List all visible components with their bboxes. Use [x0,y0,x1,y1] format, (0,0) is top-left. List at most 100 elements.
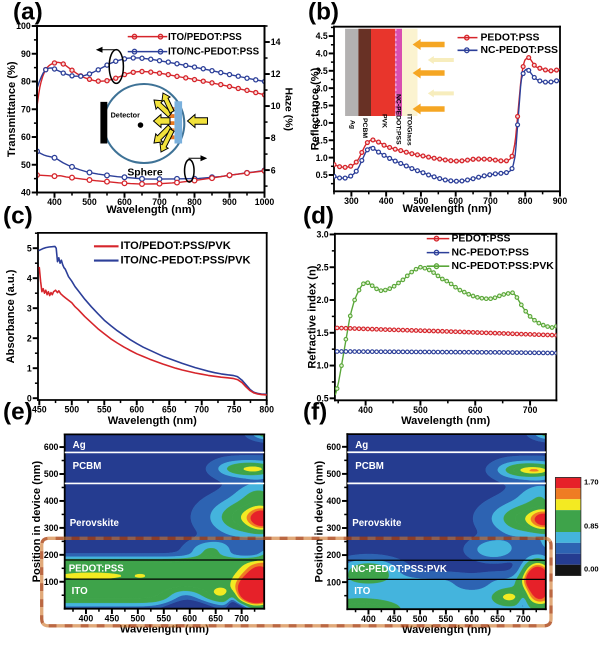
svg-text:500: 500 [82,197,97,207]
svg-text:650: 650 [208,613,223,623]
svg-text:600: 600 [129,405,144,415]
svg-text:450: 450 [387,614,402,624]
svg-text:600: 600 [44,442,59,452]
svg-text:5: 5 [27,243,32,253]
svg-text:700: 700 [194,405,209,415]
svg-text:PCBM: PCBM [73,461,102,472]
svg-text:Transmittance (%): Transmittance (%) [6,61,18,157]
svg-text:ITO/Glass: ITO/Glass [406,114,413,146]
svg-text:700: 700 [234,613,249,623]
svg-text:400: 400 [326,496,341,506]
svg-text:500: 500 [64,405,79,415]
svg-text:NC-PEDOT:PSS: NC-PEDOT:PSS [395,94,402,145]
svg-text:(c): (c) [3,203,33,230]
svg-text:500: 500 [413,405,428,415]
svg-text:(a): (a) [13,0,43,26]
svg-text:300: 300 [326,523,341,533]
svg-text:800: 800 [259,405,274,415]
svg-text:0.85: 0.85 [584,522,599,531]
svg-text:450: 450 [32,405,47,415]
svg-text:500: 500 [131,613,146,623]
svg-text:1000: 1000 [255,197,275,207]
svg-text:700: 700 [483,196,498,206]
svg-text:3.0: 3.0 [316,83,328,93]
svg-text:400: 400 [47,197,62,207]
svg-text:NC-PEDOT:PSS: NC-PEDOT:PSS [481,45,559,56]
svg-text:NC-PEDOT:PSS:PVK: NC-PEDOT:PSS:PVK [351,564,447,575]
svg-text:Sphere: Sphere [127,168,162,179]
svg-text:400: 400 [44,496,59,506]
svg-text:2.0: 2.0 [316,295,328,305]
svg-text:Wavelength (nm): Wavelength (nm) [401,415,490,427]
svg-text:700: 700 [516,614,531,624]
svg-text:1.5: 1.5 [316,135,328,145]
svg-text:Wavelength (nm): Wavelength (nm) [106,204,195,216]
svg-text:PCBM: PCBM [355,461,384,472]
svg-text:ITO/PEDOT:PSS: ITO/PEDOT:PSS [168,32,242,43]
svg-text:2.5: 2.5 [316,262,328,272]
svg-text:500: 500 [326,469,341,479]
svg-text:Ag: Ag [355,440,368,451]
svg-text:(d): (d) [303,203,334,230]
svg-text:4.5: 4.5 [316,31,328,41]
svg-text:600: 600 [182,613,197,623]
svg-text:ITO/NC-PEDOT:PSS/PVK: ITO/NC-PEDOT:PSS/PVK [121,254,251,266]
svg-text:0: 0 [27,393,32,403]
svg-text:4.0: 4.0 [316,49,328,59]
svg-text:200: 200 [44,550,59,560]
svg-text:(f): (f) [303,399,327,426]
svg-text:600: 600 [117,197,132,207]
svg-text:1: 1 [27,363,32,373]
svg-text:0.5: 0.5 [316,394,328,404]
svg-text:2.5: 2.5 [316,101,328,111]
svg-text:Perovskite: Perovskite [352,518,402,529]
svg-text:600: 600 [464,614,479,624]
svg-text:60: 60 [21,132,31,142]
svg-text:450: 450 [105,613,120,623]
svg-text:900: 900 [222,197,237,207]
svg-text:0.5: 0.5 [316,170,328,180]
svg-text:10: 10 [271,101,281,111]
svg-text:NC-PEDOT:PSS: NC-PEDOT:PSS [451,247,529,258]
svg-text:NC-PEDOT:PSS:PVK: NC-PEDOT:PSS:PVK [451,261,554,272]
svg-text:400: 400 [361,614,376,624]
svg-text:PVK: PVK [381,114,388,128]
svg-text:ITO/NC-PEDOT:PSS: ITO/NC-PEDOT:PSS [168,46,260,57]
svg-text:8: 8 [271,133,276,143]
svg-text:6: 6 [271,165,276,175]
svg-text:1.5: 1.5 [316,328,328,338]
svg-text:PEDOT:PSS: PEDOT:PSS [481,32,540,43]
svg-text:650: 650 [162,405,177,415]
svg-text:3.0: 3.0 [316,230,328,240]
svg-text:80: 80 [21,77,31,87]
svg-text:650: 650 [490,614,505,624]
svg-text:PEDOT:PSS: PEDOT:PSS [451,233,510,244]
svg-text:400: 400 [79,613,94,623]
svg-text:70: 70 [21,104,31,114]
svg-text:ITO/PEDOT:PSS/PVK: ITO/PEDOT:PSS/PVK [121,240,231,252]
svg-text:Absorbance (a.u.): Absorbance (a.u.) [5,269,17,363]
svg-text:750: 750 [227,405,242,415]
svg-text:50: 50 [21,160,31,170]
svg-text:(e): (e) [3,399,33,426]
svg-text:90: 90 [21,49,31,59]
svg-text:0.00: 0.00 [584,565,599,574]
svg-text:2.0: 2.0 [316,118,328,128]
svg-text:900: 900 [553,196,568,206]
svg-text:1.70: 1.70 [584,477,599,486]
svg-text:Haze (%): Haze (%) [282,88,293,131]
svg-text:Position in device (nm): Position in device (nm) [314,461,326,583]
svg-text:Reflectance (%): Reflectance (%) [309,67,321,150]
svg-text:550: 550 [156,613,171,623]
svg-text:3.5: 3.5 [316,66,328,76]
svg-text:ITO: ITO [354,586,370,597]
svg-text:550: 550 [439,614,454,624]
svg-text:300: 300 [44,523,59,533]
svg-text:300: 300 [344,196,359,206]
svg-text:600: 600 [448,196,463,206]
svg-text:500: 500 [413,614,428,624]
svg-text:Wavelength (nm): Wavelength (nm) [108,415,197,427]
svg-text:100: 100 [44,577,59,587]
svg-text:Refractive index (n): Refractive index (n) [307,265,319,368]
svg-text:200: 200 [326,550,341,560]
